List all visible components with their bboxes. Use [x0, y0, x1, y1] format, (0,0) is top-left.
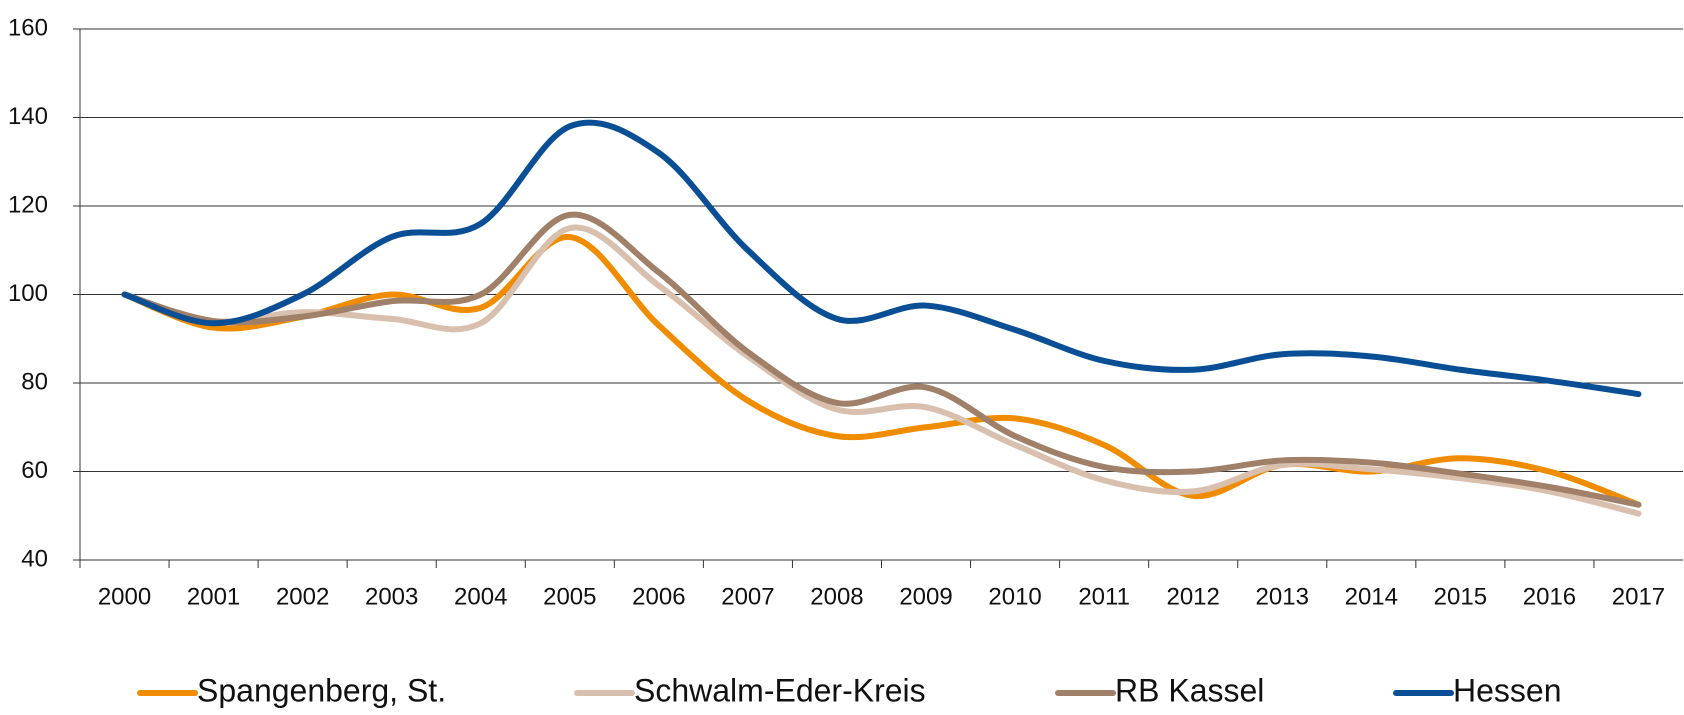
x-tick-label: 2014: [1345, 583, 1398, 610]
series-line: [121, 119, 1642, 398]
x-tick-label: 2006: [632, 583, 685, 610]
x-tick-label: 2001: [187, 583, 240, 610]
x-tick-label: 2017: [1612, 583, 1665, 610]
x-tick-label: 2007: [721, 583, 774, 610]
x-tick-label: 2002: [276, 583, 329, 610]
x-tick-label: 2005: [543, 583, 596, 610]
x-tick-label: 2004: [454, 583, 507, 610]
y-tick-label: 160: [8, 14, 48, 41]
y-tick-label: 80: [21, 368, 48, 395]
legend-label: Schwalm-Eder-Kreis: [634, 672, 926, 708]
legend-label: Spangenberg, St.: [197, 672, 446, 708]
x-tick-label: 2016: [1523, 583, 1576, 610]
x-tick-label: 2008: [810, 583, 863, 610]
x-tick-label: 2013: [1256, 583, 1309, 610]
y-tick-label: 60: [21, 457, 48, 484]
series-line: [121, 224, 1642, 517]
y-tick-label: 100: [8, 280, 48, 307]
x-tick-label: 2010: [988, 583, 1041, 610]
y-tick-label: 140: [8, 103, 48, 130]
x-tick-label: 2011: [1078, 583, 1130, 610]
x-tick-label: 2009: [899, 583, 952, 610]
legend-label: Hessen: [1453, 672, 1562, 708]
x-tick-label: 2000: [98, 583, 151, 610]
series-line: [121, 211, 1642, 508]
y-tick-label: 120: [8, 191, 48, 218]
legend-label: RB Kassel: [1115, 672, 1264, 708]
y-tick-label: 40: [21, 545, 48, 572]
x-tick-label: 2015: [1434, 583, 1487, 610]
x-tick-label: 2003: [365, 583, 418, 610]
x-tick-label: 2012: [1166, 583, 1219, 610]
